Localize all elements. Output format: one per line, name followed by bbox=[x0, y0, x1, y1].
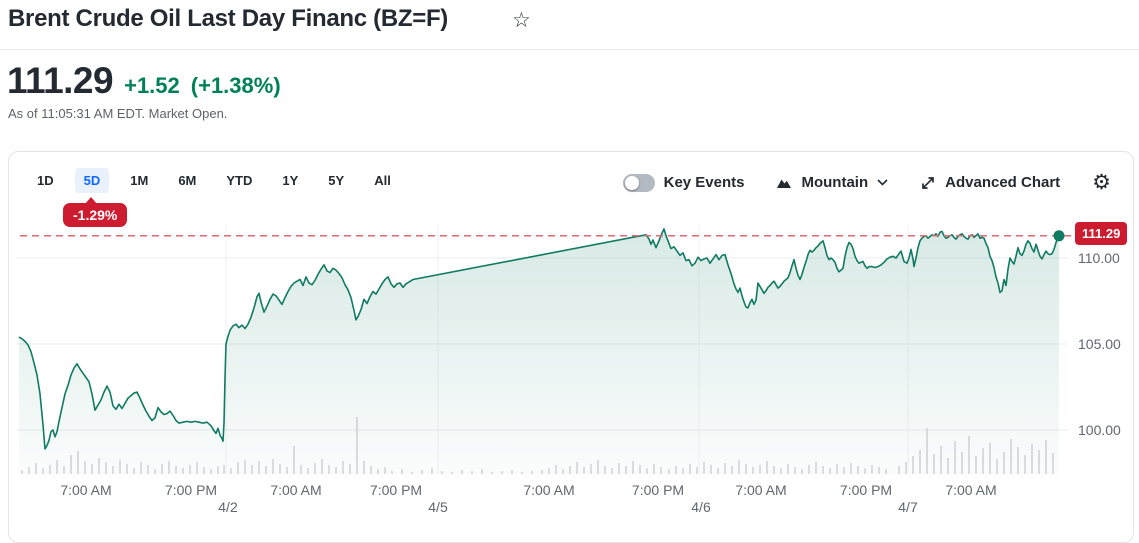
range-button-6m[interactable]: 6M bbox=[169, 168, 205, 193]
x-axis-date-label: 4/6 bbox=[691, 499, 711, 515]
x-axis-time-label: 7:00 PM bbox=[631, 482, 685, 498]
range-button-1y[interactable]: 1Y bbox=[273, 168, 307, 193]
quote-page: { "colors":{"up_text":"#00805a","line":"… bbox=[0, 5, 1139, 543]
quote-summary: 111.29 +1.52 (+1.38%) bbox=[7, 60, 281, 102]
page-title: Brent Crude Oil Last Day Financ (BZ=F) bbox=[8, 5, 448, 32]
x-axis-date-label: 4/7 bbox=[898, 499, 918, 515]
range-selector: 1D 5D 1M 6M YTD 1Y 5Y All bbox=[28, 168, 400, 193]
x-axis-time-label: 7:00 PM bbox=[164, 482, 218, 498]
range-button-1m[interactable]: 1M bbox=[121, 168, 157, 193]
key-events-label: Key Events bbox=[663, 174, 745, 191]
key-events-control: Key Events bbox=[622, 173, 745, 192]
as-of-status: As of 11:05:31 AM EDT. Market Open. bbox=[8, 106, 228, 121]
chevron-down-icon bbox=[877, 179, 888, 186]
x-axis-date-label: 4/2 bbox=[218, 499, 238, 515]
x-axis-time-label: 7:00 AM bbox=[945, 482, 997, 498]
chart-card: 1D 5D 1M 6M YTD 1Y 5Y All Key Events Mou… bbox=[8, 151, 1134, 543]
y-axis-tick-label: 110.00 bbox=[1078, 250, 1120, 267]
x-axis-date-label: 4/5 bbox=[428, 499, 448, 515]
last-price: 111.29 bbox=[7, 60, 114, 101]
range-button-all[interactable]: All bbox=[365, 168, 400, 193]
star-icon[interactable]: ☆ bbox=[512, 9, 531, 32]
price-chart[interactable] bbox=[16, 225, 1074, 474]
key-events-toggle[interactable] bbox=[622, 173, 655, 192]
expand-diagonal-icon bbox=[922, 176, 934, 189]
y-axis-tick-label: 100.00 bbox=[1078, 421, 1121, 438]
price-change-percent: (+1.38%) bbox=[190, 73, 281, 98]
price-chart-svg bbox=[16, 225, 1074, 474]
x-axis-time-label: 7:00 PM bbox=[369, 482, 423, 498]
price-change: +1.52 bbox=[124, 73, 180, 98]
y-axis-tick-label: 105.00 bbox=[1078, 335, 1121, 352]
x-axis-time-label: 7:00 AM bbox=[270, 482, 322, 498]
chart-type-dropdown[interactable]: Mountain bbox=[776, 174, 888, 191]
header-divider bbox=[0, 49, 1139, 50]
current-price-badge: 111.29 bbox=[1075, 222, 1128, 245]
chart-controls: Key Events Mountain Advanced Chart ⚙ bbox=[622, 171, 1111, 194]
range-button-5d[interactable]: 5D bbox=[74, 168, 110, 193]
range-change-tooltip: -1.29% bbox=[63, 197, 128, 227]
x-axis-time-label: 7:00 AM bbox=[523, 482, 575, 498]
advanced-chart-button[interactable]: Advanced Chart bbox=[920, 174, 1060, 191]
x-axis-time-label: 7:00 AM bbox=[735, 482, 787, 498]
x-axis-time-label: 7:00 PM bbox=[839, 482, 893, 498]
advanced-chart-label: Advanced Chart bbox=[945, 174, 1061, 191]
range-button-1d[interactable]: 1D bbox=[28, 168, 63, 193]
toggle-knob bbox=[624, 175, 639, 190]
range-button-ytd[interactable]: YTD bbox=[217, 168, 261, 193]
mountain-icon bbox=[777, 179, 792, 188]
range-button-5y[interactable]: 5Y bbox=[319, 168, 353, 193]
settings-gear-icon[interactable]: ⚙ bbox=[1092, 171, 1111, 194]
chart-type-label: Mountain bbox=[801, 174, 869, 191]
x-axis-time-label: 7:00 AM bbox=[60, 482, 112, 498]
